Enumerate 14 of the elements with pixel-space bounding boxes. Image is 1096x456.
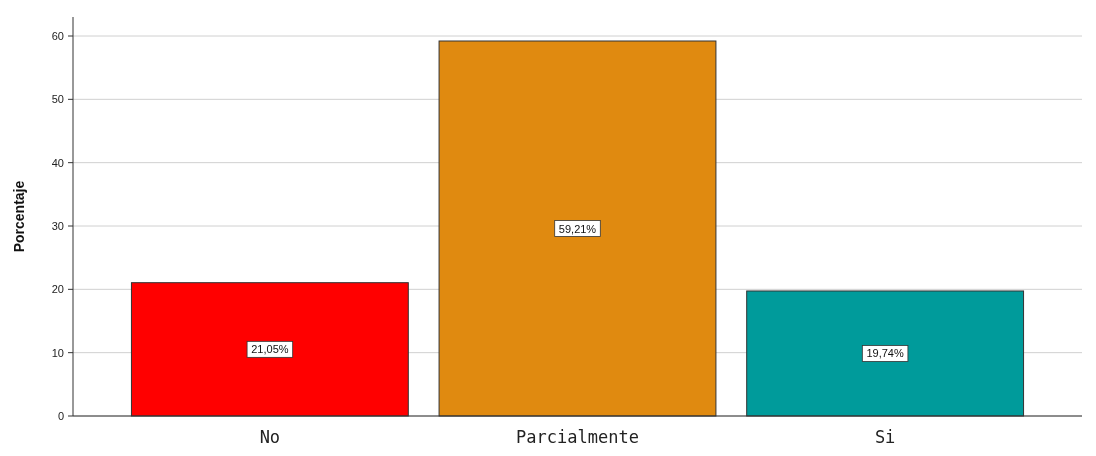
y-tick-label: 20 xyxy=(51,283,64,296)
y-tick-label: 40 xyxy=(51,156,64,169)
x-tick-label: Si xyxy=(874,427,896,447)
data-label: 21,05% xyxy=(251,343,289,356)
x-tick-label: No xyxy=(259,427,281,447)
y-axis-title: Porcentaje xyxy=(11,180,27,253)
y-tick-label: 0 xyxy=(57,410,64,422)
data-label: 19,74% xyxy=(866,347,904,360)
y-tick-label: 60 xyxy=(51,30,64,42)
y-tick-label: 30 xyxy=(51,220,64,232)
y-tick-label: 10 xyxy=(51,346,64,359)
y-tick-label: 50 xyxy=(51,93,64,106)
data-label: 59,21% xyxy=(558,222,597,235)
x-tick-label: Parcialmente xyxy=(516,427,639,447)
